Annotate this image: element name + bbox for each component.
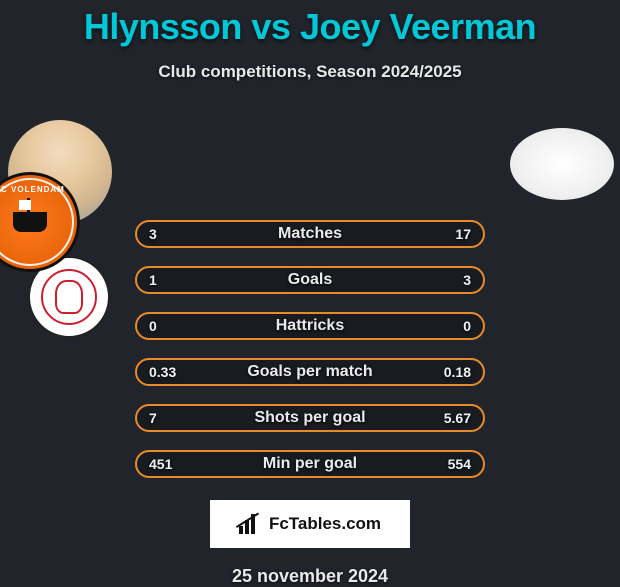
comparison-title: Hlynsson vs Joey Veerman bbox=[0, 0, 620, 48]
club-right-label: FC VOLENDAM bbox=[0, 185, 65, 194]
stat-right-value: 5.67 bbox=[444, 410, 471, 426]
stat-label: Matches bbox=[278, 225, 342, 243]
player-right-avatar bbox=[510, 128, 614, 200]
branding-text: FcTables.com bbox=[269, 514, 381, 534]
stat-label: Shots per goal bbox=[254, 409, 365, 427]
stat-row: 1 Goals 3 bbox=[135, 266, 485, 294]
comparison-date: 25 november 2024 bbox=[0, 566, 620, 587]
stat-label: Hattricks bbox=[276, 317, 344, 335]
stat-left-value: 451 bbox=[149, 456, 172, 472]
stat-left-value: 7 bbox=[149, 410, 157, 426]
stat-row: 0 Hattricks 0 bbox=[135, 312, 485, 340]
branding-badge: FcTables.com bbox=[210, 500, 410, 548]
stat-row: 451 Min per goal 554 bbox=[135, 450, 485, 478]
stat-row: 7 Shots per goal 5.67 bbox=[135, 404, 485, 432]
stat-left-value: 0.33 bbox=[149, 364, 176, 380]
comparison-panel: FC VOLENDAM 3 Matches 17 1 Goals 3 0 Hat… bbox=[0, 120, 620, 587]
stat-right-value: 17 bbox=[455, 226, 471, 242]
stat-right-value: 3 bbox=[463, 272, 471, 288]
stat-bars: 3 Matches 17 1 Goals 3 0 Hattricks 0 0.3… bbox=[135, 220, 485, 478]
comparison-subtitle: Club competitions, Season 2024/2025 bbox=[0, 62, 620, 82]
stat-right-value: 0 bbox=[463, 318, 471, 334]
stat-right-value: 554 bbox=[448, 456, 471, 472]
stat-label: Goals bbox=[288, 271, 332, 289]
stat-left-value: 1 bbox=[149, 272, 157, 288]
stat-label: Min per goal bbox=[263, 455, 357, 473]
stat-right-value: 0.18 bbox=[444, 364, 471, 380]
stat-row: 3 Matches 17 bbox=[135, 220, 485, 248]
stat-label: Goals per match bbox=[247, 363, 372, 381]
stat-left-value: 3 bbox=[149, 226, 157, 242]
stat-left-value: 0 bbox=[149, 318, 157, 334]
stat-row: 0.33 Goals per match 0.18 bbox=[135, 358, 485, 386]
chart-icon bbox=[239, 514, 263, 534]
